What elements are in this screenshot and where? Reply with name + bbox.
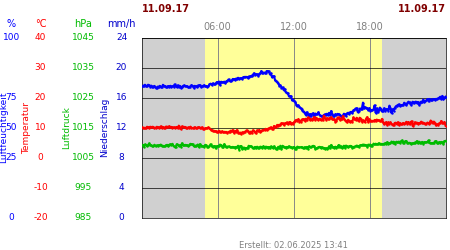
Text: 10: 10 — [35, 123, 46, 132]
Text: 11.09.17: 11.09.17 — [142, 4, 190, 14]
Text: 1035: 1035 — [72, 63, 95, 72]
Text: 50: 50 — [5, 123, 17, 132]
Text: Temperatur: Temperatur — [22, 102, 32, 154]
Text: 1005: 1005 — [72, 153, 95, 162]
Text: 11.09.17: 11.09.17 — [397, 4, 446, 14]
Text: 30: 30 — [35, 63, 46, 72]
Bar — [205, 38, 382, 218]
Text: 995: 995 — [75, 183, 92, 192]
Text: Luftfeuchtigkeit: Luftfeuchtigkeit — [0, 92, 8, 163]
Text: 16: 16 — [116, 93, 127, 102]
Bar — [382, 38, 446, 218]
Text: 1025: 1025 — [72, 93, 94, 102]
Text: 0: 0 — [119, 213, 124, 222]
Text: 4: 4 — [119, 183, 124, 192]
Text: 1015: 1015 — [72, 123, 95, 132]
Text: 20: 20 — [35, 93, 46, 102]
Text: 25: 25 — [5, 153, 17, 162]
Text: Niederschlag: Niederschlag — [100, 98, 109, 157]
Text: 0: 0 — [9, 213, 14, 222]
Text: 985: 985 — [75, 213, 92, 222]
Text: 0: 0 — [38, 153, 43, 162]
Text: 12: 12 — [116, 123, 127, 132]
Text: %: % — [7, 19, 16, 29]
Text: 24: 24 — [116, 33, 127, 42]
Text: -20: -20 — [33, 213, 48, 222]
Text: 1045: 1045 — [72, 33, 94, 42]
Text: 100: 100 — [3, 33, 20, 42]
Text: Luftdruck: Luftdruck — [62, 106, 71, 149]
Text: -10: -10 — [33, 183, 48, 192]
Text: 20: 20 — [116, 63, 127, 72]
Text: hPa: hPa — [74, 19, 92, 29]
Text: 06:00: 06:00 — [204, 22, 232, 32]
Text: °C: °C — [35, 19, 46, 29]
Text: 40: 40 — [35, 33, 46, 42]
Text: 8: 8 — [119, 153, 124, 162]
Text: Erstellt: 02.06.2025 13:41: Erstellt: 02.06.2025 13:41 — [239, 241, 348, 250]
Text: 12:00: 12:00 — [280, 22, 307, 32]
Text: 18:00: 18:00 — [356, 22, 383, 32]
Text: 75: 75 — [5, 93, 17, 102]
Text: mm/h: mm/h — [107, 19, 136, 29]
Bar — [142, 38, 205, 218]
